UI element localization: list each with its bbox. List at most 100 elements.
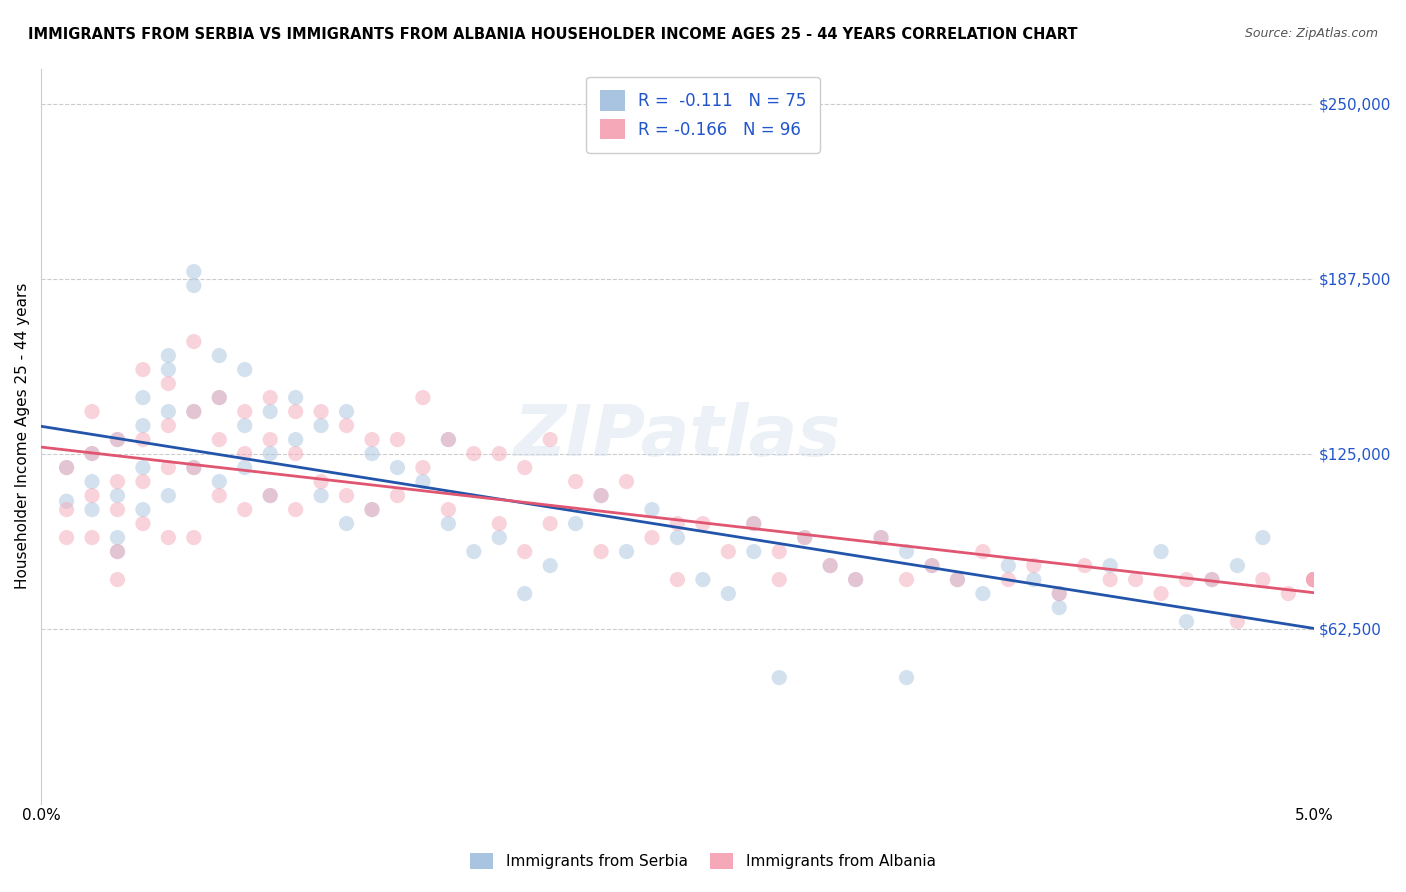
Point xyxy=(183,460,205,475)
Point xyxy=(538,558,561,573)
Point xyxy=(1302,573,1324,587)
Point xyxy=(463,446,485,460)
Point xyxy=(742,544,765,558)
Point xyxy=(107,475,129,489)
Point xyxy=(1125,573,1147,587)
Point xyxy=(666,531,689,545)
Point xyxy=(107,502,129,516)
Point xyxy=(259,404,281,418)
Point xyxy=(183,404,205,418)
Point xyxy=(921,558,943,573)
Point xyxy=(107,489,129,503)
Point xyxy=(284,502,307,516)
Point xyxy=(284,446,307,460)
Point xyxy=(157,460,180,475)
Point xyxy=(1099,573,1122,587)
Point xyxy=(157,531,180,545)
Point xyxy=(208,433,231,447)
Point xyxy=(55,531,77,545)
Point xyxy=(208,475,231,489)
Point xyxy=(1302,573,1324,587)
Point xyxy=(183,460,205,475)
Point xyxy=(616,475,638,489)
Point xyxy=(818,558,841,573)
Point xyxy=(488,531,510,545)
Point xyxy=(513,544,536,558)
Point xyxy=(1150,544,1173,558)
Point xyxy=(1226,615,1249,629)
Point xyxy=(259,433,281,447)
Point xyxy=(309,475,332,489)
Point xyxy=(1047,586,1070,600)
Point xyxy=(870,531,893,545)
Point xyxy=(335,489,357,503)
Point xyxy=(361,502,384,516)
Point xyxy=(768,544,790,558)
Point xyxy=(1099,558,1122,573)
Point xyxy=(488,516,510,531)
Point xyxy=(183,334,205,349)
Point xyxy=(284,391,307,405)
Point xyxy=(896,544,918,558)
Point xyxy=(361,502,384,516)
Point xyxy=(233,460,256,475)
Point xyxy=(1302,573,1324,587)
Point xyxy=(616,544,638,558)
Point xyxy=(1150,586,1173,600)
Point xyxy=(80,489,103,503)
Point xyxy=(233,418,256,433)
Point xyxy=(80,404,103,418)
Point xyxy=(412,460,434,475)
Point xyxy=(107,433,129,447)
Point xyxy=(80,475,103,489)
Point xyxy=(1302,573,1324,587)
Point xyxy=(183,278,205,293)
Point xyxy=(513,460,536,475)
Point xyxy=(55,502,77,516)
Point xyxy=(361,446,384,460)
Point xyxy=(309,418,332,433)
Point xyxy=(591,489,613,503)
Point xyxy=(55,460,77,475)
Point xyxy=(896,671,918,685)
Point xyxy=(463,544,485,558)
Point xyxy=(80,531,103,545)
Point xyxy=(80,502,103,516)
Point xyxy=(233,502,256,516)
Point xyxy=(921,558,943,573)
Point xyxy=(157,404,180,418)
Point xyxy=(80,446,103,460)
Point xyxy=(1302,573,1324,587)
Point xyxy=(132,391,155,405)
Point xyxy=(564,475,586,489)
Point xyxy=(80,446,103,460)
Point xyxy=(1302,573,1324,587)
Point xyxy=(1022,573,1045,587)
Text: Source: ZipAtlas.com: Source: ZipAtlas.com xyxy=(1244,27,1378,40)
Point xyxy=(538,433,561,447)
Point xyxy=(335,418,357,433)
Point xyxy=(845,573,868,587)
Point xyxy=(946,573,969,587)
Point xyxy=(437,516,460,531)
Point xyxy=(742,516,765,531)
Point xyxy=(896,573,918,587)
Point xyxy=(870,531,893,545)
Point xyxy=(208,489,231,503)
Point xyxy=(107,531,129,545)
Point xyxy=(284,433,307,447)
Point xyxy=(666,573,689,587)
Point xyxy=(1047,586,1070,600)
Point xyxy=(692,573,714,587)
Point xyxy=(233,446,256,460)
Point xyxy=(259,489,281,503)
Point xyxy=(208,349,231,363)
Point xyxy=(387,489,409,503)
Point xyxy=(284,404,307,418)
Point xyxy=(208,391,231,405)
Text: IMMIGRANTS FROM SERBIA VS IMMIGRANTS FROM ALBANIA HOUSEHOLDER INCOME AGES 25 - 4: IMMIGRANTS FROM SERBIA VS IMMIGRANTS FRO… xyxy=(28,27,1077,42)
Point xyxy=(387,433,409,447)
Point xyxy=(1302,573,1324,587)
Point xyxy=(1302,573,1324,587)
Point xyxy=(1022,558,1045,573)
